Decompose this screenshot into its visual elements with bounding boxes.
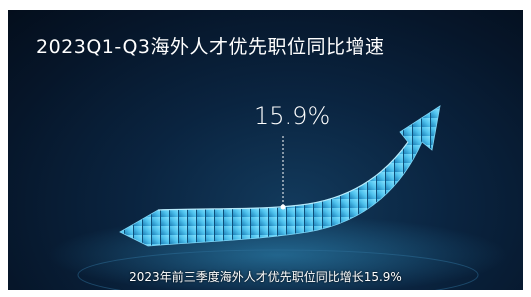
caption: 2023年前三季度海外人才优先职位同比增长15.9% — [8, 268, 523, 285]
title: 2023Q1-Q3海外人才优先职位同比增速 — [36, 32, 385, 59]
highlight-value: 15.9% — [254, 102, 330, 130]
pointer-dot — [281, 205, 286, 210]
page: {"title": "2023Q1-Q3海外人才优先职位同比增速", "high… — [0, 0, 531, 297]
video-frame: 2023Q1-Q3海外人才优先职位同比增速 15.9% 2023年前三季度海外人… — [8, 10, 523, 290]
